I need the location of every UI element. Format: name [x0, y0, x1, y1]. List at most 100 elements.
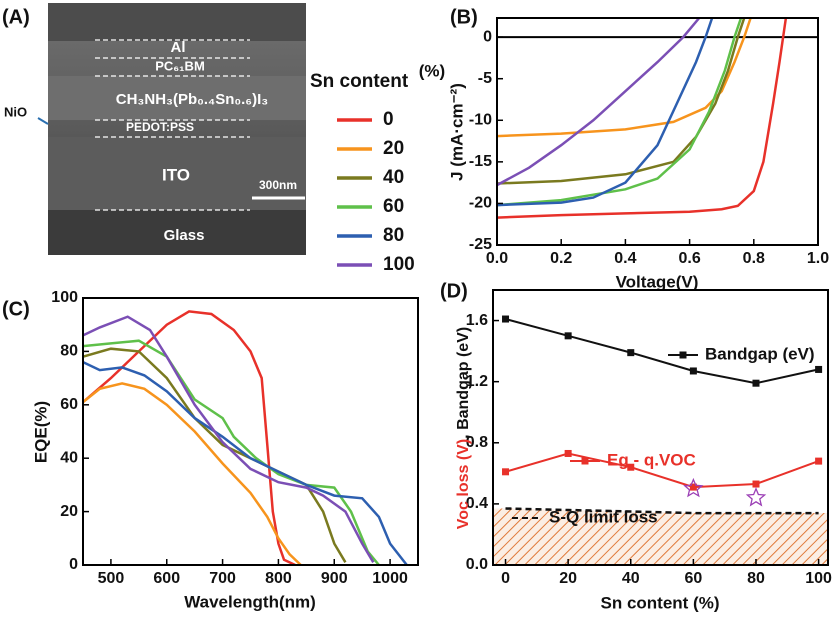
- y-tick-label: 20: [60, 503, 78, 520]
- x-tick-label: 700: [209, 570, 236, 587]
- annotation: (%): [419, 61, 445, 80]
- series-line: [497, 18, 746, 185]
- panel-label: (B): [450, 6, 478, 28]
- y-tick-label: -25: [469, 236, 492, 253]
- legend-label: 20: [383, 138, 404, 159]
- x-axis-label: Wavelength(nm): [184, 592, 316, 611]
- y-tick-label: -10: [469, 111, 492, 128]
- series-line: [497, 18, 701, 187]
- series-line: [497, 18, 714, 207]
- x-tick-label: 0: [501, 570, 510, 587]
- series-line: [497, 18, 752, 138]
- layer-label: PEDOT:PSS: [126, 120, 194, 134]
- series-line: [83, 360, 408, 565]
- x-axis-label: Sn content (%): [601, 593, 720, 612]
- scale-bar-label: 300nm: [259, 178, 297, 192]
- marker: [627, 463, 635, 471]
- y-axis-label-part: Voc loss (V): [455, 439, 472, 529]
- marker: [689, 367, 697, 375]
- x-tick-label: 100: [805, 570, 832, 587]
- x-tick-label: 20: [559, 570, 577, 587]
- series-group: [83, 310, 408, 565]
- sem-image: [37, 3, 306, 255]
- series-line: [83, 339, 380, 565]
- x-tick-label: 1000: [372, 570, 408, 587]
- x-tick-label: 40: [622, 570, 640, 587]
- legend-label: Bandgap (eV): [705, 344, 815, 363]
- marker: [689, 483, 697, 491]
- marker: [815, 457, 823, 465]
- panel-label: (A): [2, 6, 30, 28]
- y-tick-label: 0.8: [466, 434, 488, 451]
- y-axis-label: Voc loss (V), Bandgap (eV): [455, 327, 472, 529]
- side-label: NiO: [4, 104, 27, 119]
- x-tick-label: 60: [684, 570, 702, 587]
- legend-title: Sn content: [310, 71, 409, 92]
- panel-label: (D): [440, 280, 468, 302]
- y-tick-label: 0: [483, 28, 492, 45]
- marker: [752, 480, 760, 488]
- y-tick-label: 1.2: [466, 373, 488, 390]
- series-line: [83, 315, 375, 563]
- layer-label: ITO: [162, 165, 190, 184]
- marker: [815, 365, 823, 373]
- y-tick-label: 80: [60, 343, 78, 360]
- y-tick-label: 0.4: [466, 495, 488, 512]
- y-tick-label: -20: [469, 195, 492, 212]
- series-line: [83, 347, 347, 563]
- x-tick-label: 0.0: [486, 250, 508, 267]
- legend-label: 40: [383, 167, 404, 188]
- marker: [752, 379, 760, 387]
- x-tick-label: 0.4: [614, 250, 636, 267]
- marker: [502, 315, 510, 323]
- series-group: [497, 18, 788, 219]
- plot-frame: [492, 289, 829, 566]
- y-axis-label-part: , Bandgap (eV): [455, 327, 472, 439]
- marker: [627, 349, 635, 357]
- layer-label: PC₆₁BM: [155, 58, 205, 73]
- x-tick-label: 0.8: [743, 250, 765, 267]
- series-line: [505, 452, 819, 489]
- y-tick-label: 1.6: [466, 312, 488, 329]
- marker: [564, 449, 572, 457]
- x-tick-label: 0.6: [678, 250, 700, 267]
- marker: [502, 468, 510, 476]
- x-tick-label: 0.2: [550, 250, 572, 267]
- marker: [683, 477, 704, 498]
- y-tick-label: 0: [69, 556, 78, 573]
- x-tick-label: 80: [747, 570, 765, 587]
- y-tick-label: 60: [60, 396, 78, 413]
- legend-marker: [581, 457, 589, 465]
- y-axis-label: EQE(%): [31, 401, 50, 463]
- y-tick-label: 100: [51, 289, 78, 306]
- layer-label: Al: [171, 39, 186, 56]
- series-line: [83, 382, 302, 565]
- plot-frame: [496, 17, 819, 246]
- marker: [564, 332, 572, 340]
- layer-label: CH₃NH₃(Pb₀.₄Sn₀.₆)I₃: [116, 91, 269, 108]
- x-tick-label: 900: [321, 570, 348, 587]
- x-tick-label: 1.0: [807, 250, 829, 267]
- y-tick-label: -15: [469, 153, 492, 170]
- hatched-area: [493, 508, 828, 565]
- x-tick-label: 500: [98, 570, 125, 587]
- legend-label: 80: [383, 225, 404, 246]
- legend-label: 60: [383, 196, 404, 217]
- legend-label: 0: [383, 109, 394, 130]
- y-axis-label: J (mA·cm⁻²): [447, 83, 466, 181]
- y-tick-label: 0.0: [466, 556, 488, 573]
- series-line: [497, 18, 788, 219]
- legend-label: 100: [383, 254, 415, 275]
- legend-label: Eg - q.VOC: [607, 450, 696, 469]
- layer-label: Glass: [164, 227, 205, 244]
- series-line: [497, 18, 743, 207]
- panel-label: (C): [2, 298, 30, 320]
- series-line: [505, 507, 819, 515]
- y-tick-label: 40: [60, 449, 78, 466]
- series-line: [505, 318, 819, 385]
- plot-frame: [82, 297, 419, 566]
- legend-marker: [679, 351, 687, 359]
- x-tick-label: 600: [153, 570, 180, 587]
- marker: [745, 487, 767, 507]
